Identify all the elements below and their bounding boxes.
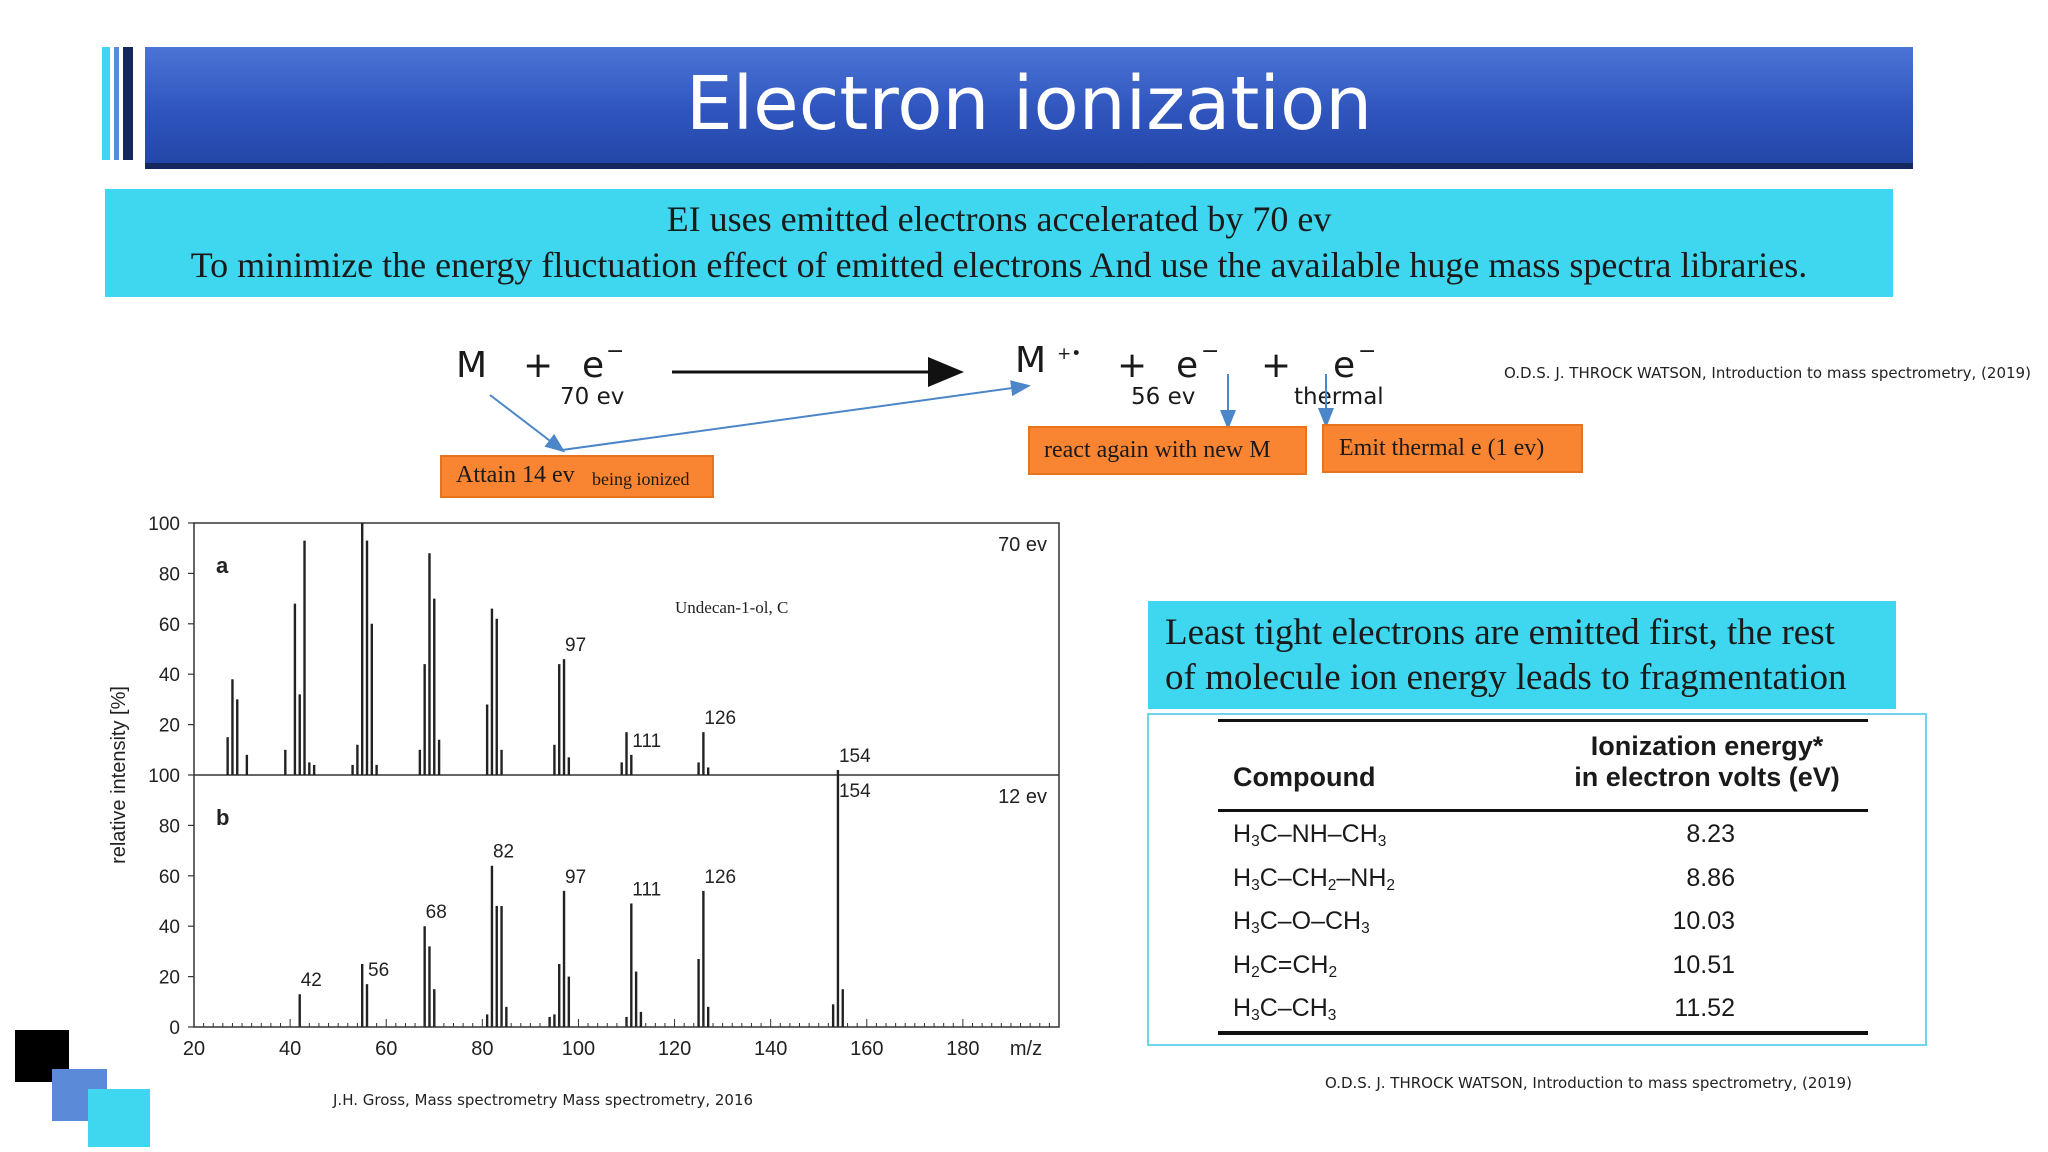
y-tick-label-1-5: 0 [169,1018,180,1039]
x-tick-label-5: 120 [658,1038,691,1060]
eq-product-ion-charge: +• [1057,344,1082,364]
eq-electron-in: e [582,345,605,386]
attain-arrow-left [489,394,566,453]
react-callout-text: react again with new M [1044,437,1271,463]
peak-label-a-97: 97 [565,635,586,656]
table-row-2-energy: 8.86 [1686,864,1735,892]
intro-line-2: To minimize the energy fluctuation effec… [190,245,1808,285]
y-tick-label-1-2: 60 [159,867,180,888]
table-row-3-compound: H3C–O–CH3 [1233,907,1370,937]
y-tick-label-0-3: 40 [159,665,180,686]
x-tick-label-4: 100 [562,1038,595,1060]
citation-chart: J.H. Gross, Mass spectrometry Mass spect… [333,1091,754,1109]
y-axis-title: relative intensity [%] [108,686,130,864]
peak-label-b-126: 126 [704,867,736,888]
x-tick-label-3: 80 [471,1038,493,1060]
corner-deco-cyan [88,1089,150,1147]
table-bottom-rule [1218,1031,1868,1035]
table-row-4-compound: H2C=CH2 [1233,951,1338,981]
y-tick-label-0-1: 80 [159,564,180,585]
panel-label-a: a [216,553,229,578]
attain-callout: Attain 14 ev being ionized [440,455,714,498]
peak-label-a-126: 126 [704,708,736,729]
x-tick-label-8: 180 [946,1038,979,1060]
title-underline [145,163,1913,169]
emit-callout-text: Emit thermal e (1 ev) [1339,435,1545,461]
peak-label-b-111: 111 [632,880,661,901]
eq-electron-out-charge: − [1201,339,1220,364]
table-top-rule [1218,719,1868,722]
eq-electron-out-energy: 56 ev [1131,384,1196,410]
table-header-energy-line1: Ionization energy* [1590,731,1824,761]
react-callout: react again with new M [1028,426,1307,475]
eq-electron-thermal-label: thermal [1294,384,1384,410]
citation-top: O.D.S. J. THROCK WATSON, Introduction to… [1504,364,2031,382]
table-row-2-compound: H3C–CH2–NH2 [1233,864,1396,894]
y-tick-label-0-4: 20 [159,716,180,737]
x-tick-label-6: 140 [754,1038,787,1060]
table-row-5-compound: H3C–CH3 [1233,994,1337,1024]
peak-label-a-154: 154 [839,746,871,767]
eq-electron-out: e [1176,345,1199,386]
table-row-4-energy: 10.51 [1672,951,1735,979]
attain-arrow-right [561,380,1031,451]
y-tick-label-0-0: 100 [148,514,180,535]
attain-callout-small: being ionized [592,469,690,489]
eq-plus-1: + [523,345,554,386]
citation-table: O.D.S. J. THROCK WATSON, Introduction to… [1325,1074,1852,1092]
ionization-table-frame [1147,713,1927,1046]
compound-label: Undecan-1-ol, C [675,598,788,617]
y-tick-label-1-1: 80 [159,816,180,837]
intro-box: EI uses emitted electrons accelerated by… [105,189,1893,297]
energy-label-b: 12 ev [998,786,1047,808]
least-tight-line-1: Least tight electrons are emitted first,… [1165,612,1835,653]
y-tick-label-1-4: 20 [159,968,180,989]
peak-label-b-154: 154 [839,781,871,802]
eq-electron-thermal: e [1333,345,1356,386]
x-tick-label-0: 20 [183,1038,205,1060]
y-tick-label-1-3: 40 [159,917,180,938]
y-tick-label-0-2: 60 [159,615,180,636]
emit-callout: Emit thermal e (1 ev) [1322,424,1583,473]
y-tick-label-1-0: 100 [148,766,180,787]
energy-label-a: 70 ev [998,534,1047,556]
peak-label-b-82: 82 [493,842,514,863]
table-header-rule [1218,809,1868,812]
table-row-1-energy: 8.23 [1686,820,1735,848]
eq-plus-3: + [1261,345,1292,386]
peak-label-b-56: 56 [368,960,389,981]
panel-label-b: b [216,805,229,830]
eq-product-ion: M [1015,340,1047,381]
peak-label-b-68: 68 [426,902,447,923]
slide-title: Electron ionization [685,61,1373,147]
eq-plus-2: + [1117,345,1148,386]
title-deco-stripe-3 [123,47,133,160]
peak-label-b-97: 97 [565,867,586,888]
x-tick-label-1: 40 [279,1038,301,1060]
intro-line-1: EI uses emitted electrons accelerated by… [666,199,1332,239]
title-deco-stripe-2 [114,47,119,160]
table-row-3-energy: 10.03 [1672,907,1735,935]
peak-label-b-42: 42 [301,970,322,991]
eq-electron-in-charge: − [606,339,625,364]
eq-reactant-m: M [456,345,488,386]
peak-label-a-111: 111 [632,731,661,752]
table-header-compound: Compound [1233,762,1376,792]
attain-callout-main: Attain 14 ev [456,462,575,488]
x-tick-label-7: 160 [850,1038,883,1060]
table-row-5-energy: 11.52 [1674,994,1735,1022]
x-axis-unit: m/z [1010,1038,1042,1060]
title-bar [145,47,1913,165]
least-tight-box: Least tight electrons are emitted first,… [1148,601,1896,709]
least-tight-line-2: of molecule ion energy leads to fragment… [1165,657,1847,698]
x-tick-label-2: 60 [375,1038,397,1060]
table-row-1-compound: H3C–NH–CH3 [1233,820,1387,850]
mass-spectra-chart: 100 80 60 40 20 97 111 126 154 a 70 ev Undecan-1-ol… [108,514,1060,1060]
eq-electron-in-energy: 70 ev [560,384,625,410]
eq-electron-thermal-charge: − [1358,339,1377,364]
title-deco-stripe-1 [102,47,110,160]
table-header-energy-line2: in electron volts (eV) [1574,762,1840,792]
